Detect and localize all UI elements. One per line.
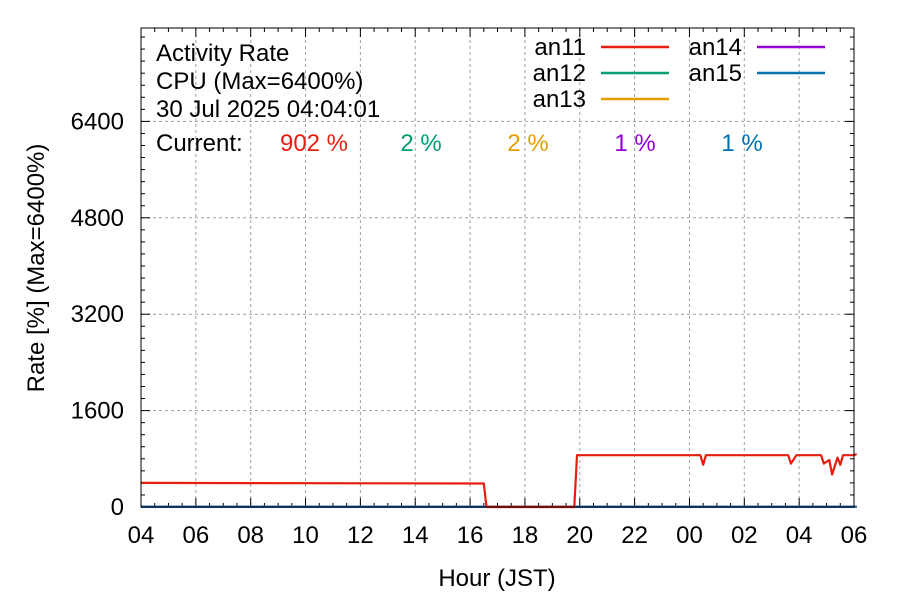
ticks [140, 28, 855, 508]
y-tick-label: 6400 [71, 108, 124, 135]
title-line-1: Activity Rate [156, 40, 289, 67]
chart-title: Activity Rate CPU (Max=6400%) 30 Jul 202… [156, 40, 380, 123]
x-tick-label: 18 [512, 522, 539, 549]
x-tick-label: 12 [347, 522, 374, 549]
current-value-an15: 1 % [721, 130, 762, 157]
current-label: Current: [156, 130, 243, 157]
x-tick-label: 20 [566, 522, 593, 549]
current-value-an12: 2 % [400, 130, 441, 157]
plot-area-border [140, 27, 855, 508]
x-tick-label: 06 [841, 522, 868, 549]
x-tick-label: 10 [292, 522, 319, 549]
y-tick-label: 3200 [71, 301, 124, 328]
title-line-3: 30 Jul 2025 04:04:01 [156, 96, 380, 123]
legend-label-an13: an13 [533, 86, 586, 113]
y-tick-label: 0 [111, 494, 124, 521]
series-line-an11 [140, 452, 858, 509]
current-values: 902 % 2 % 2 % 1 % 1 % [280, 130, 763, 157]
grid [141, 28, 854, 507]
x-tick-label: 04 [786, 522, 813, 549]
legend-label-an15: an15 [689, 60, 742, 87]
x-tick-label: 08 [237, 522, 264, 549]
current-value-an13: 2 % [507, 130, 548, 157]
series-lines [140, 452, 858, 509]
x-axis-label: Hour (JST) [438, 565, 555, 592]
x-tick-label: 02 [731, 522, 758, 549]
legend-label-an14: an14 [689, 34, 742, 61]
y-tick-label: 4800 [71, 205, 124, 232]
legend-label-an11: an11 [534, 34, 586, 61]
x-tick-label: 04 [128, 522, 155, 549]
x-tick-label: 14 [402, 522, 429, 549]
y-tick-label: 1600 [71, 398, 124, 425]
x-tick-label: 00 [676, 522, 703, 549]
x-tick-label: 06 [182, 522, 209, 549]
x-tick-label: 16 [457, 522, 484, 549]
tick-labels: 04 06 08 10 12 14 16 18 20 22 00 02 04 06 0 1600 3200 480… [71, 108, 868, 549]
current-value-an14: 1 % [614, 130, 655, 157]
legend-label-an12: an12 [533, 60, 586, 87]
y-axis-label: Rate [%] (Max=6400%) [23, 144, 50, 393]
title-line-2: CPU (Max=6400%) [156, 68, 363, 95]
x-tick-label: 22 [621, 522, 648, 549]
current-value-an11: 902 % [280, 130, 348, 157]
